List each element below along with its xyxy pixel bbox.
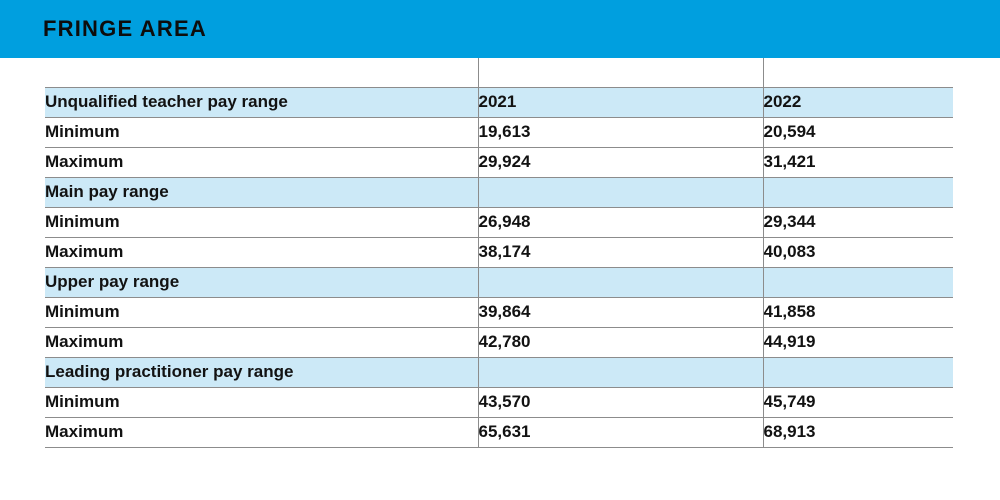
table-row: Minimum 39,864 41,858 (45, 297, 953, 328)
value-2022-cell: 31,421 (762, 147, 953, 178)
title-bar: FRINGE AREA (0, 0, 1000, 58)
value-2022-cell: 44,919 (762, 327, 953, 358)
empty-cell (477, 357, 763, 388)
empty-cell (762, 177, 953, 208)
value-2021-cell: 19,613 (477, 117, 763, 148)
value-2021-cell: 43,570 (477, 387, 763, 418)
column-header-category: Unqualified teacher pay range (45, 87, 478, 118)
table-row-spacer (45, 58, 953, 88)
table-row: Maximum 65,631 68,913 (45, 417, 953, 448)
spacer-cell (477, 58, 763, 88)
row-label-cell: Maximum (45, 147, 478, 178)
section-header-row: Upper pay range (45, 267, 953, 298)
empty-cell (477, 267, 763, 298)
column-header-2021: 2021 (477, 87, 763, 118)
row-label-cell: Maximum (45, 327, 478, 358)
row-label-cell: Minimum (45, 207, 478, 238)
table-header-row: Unqualified teacher pay range 2021 2022 (45, 87, 953, 118)
empty-cell (477, 177, 763, 208)
pay-range-table: Unqualified teacher pay range 2021 2022 … (45, 58, 953, 448)
row-label-cell: Maximum (45, 417, 478, 448)
empty-cell (762, 357, 953, 388)
row-label-cell: Minimum (45, 297, 478, 328)
value-2021-cell: 65,631 (477, 417, 763, 448)
value-2022-cell: 20,594 (762, 117, 953, 148)
value-2022-cell: 41,858 (762, 297, 953, 328)
page-title: FRINGE AREA (43, 16, 207, 41)
section-title-cell: Leading practitioner pay range (45, 357, 478, 388)
section-header-row: Main pay range (45, 177, 953, 208)
value-2022-cell: 68,913 (762, 417, 953, 448)
value-2021-cell: 38,174 (477, 237, 763, 268)
value-2021-cell: 26,948 (477, 207, 763, 238)
value-2022-cell: 40,083 (762, 237, 953, 268)
row-label-cell: Maximum (45, 237, 478, 268)
table-row: Minimum 26,948 29,344 (45, 207, 953, 238)
table-row: Maximum 29,924 31,421 (45, 147, 953, 178)
section-header-row: Leading practitioner pay range (45, 357, 953, 388)
row-label-cell: Minimum (45, 117, 478, 148)
table-row: Minimum 19,613 20,594 (45, 117, 953, 148)
empty-cell (762, 267, 953, 298)
spacer-cell (762, 58, 953, 88)
value-2022-cell: 29,344 (762, 207, 953, 238)
value-2021-cell: 42,780 (477, 327, 763, 358)
table-row: Maximum 38,174 40,083 (45, 237, 953, 268)
column-header-2022: 2022 (762, 87, 953, 118)
spacer-cell (45, 58, 478, 88)
value-2022-cell: 45,749 (762, 387, 953, 418)
value-2021-cell: 39,864 (477, 297, 763, 328)
table-row: Maximum 42,780 44,919 (45, 327, 953, 358)
table-row: Minimum 43,570 45,749 (45, 387, 953, 418)
row-label-cell: Minimum (45, 387, 478, 418)
section-title-cell: Main pay range (45, 177, 478, 208)
value-2021-cell: 29,924 (477, 147, 763, 178)
section-title-cell: Upper pay range (45, 267, 478, 298)
